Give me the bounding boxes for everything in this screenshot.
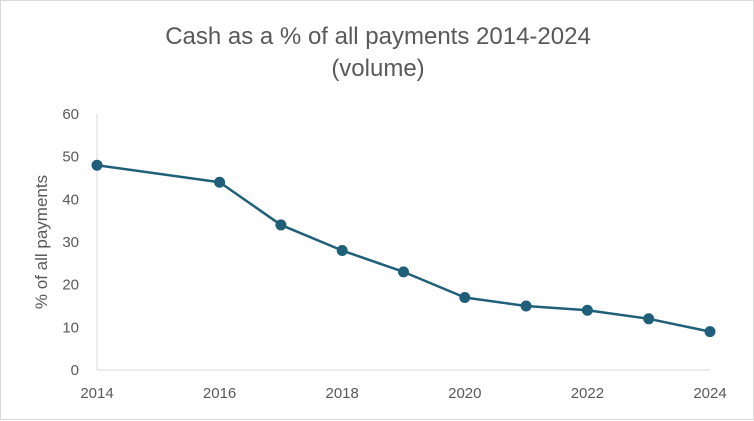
data-point	[214, 176, 226, 188]
series-group	[91, 159, 716, 338]
y-tick-label: 0	[71, 362, 79, 379]
data-point	[398, 266, 409, 278]
chart-title-line-2: (volume)	[331, 55, 425, 82]
data-point	[520, 300, 532, 312]
x-axis: 2014 2016 2018 2020 2022 2024	[80, 369, 727, 402]
data-point	[336, 245, 348, 257]
y-axis: 0 10 20 30 40 50 60	[62, 106, 98, 379]
y-tick-label: 20	[62, 277, 79, 294]
x-tick-label: 2016	[203, 385, 236, 402]
data-point	[91, 159, 103, 171]
y-tick-label: 40	[62, 191, 79, 208]
data-point	[275, 219, 287, 231]
x-tick-label: 2020	[448, 385, 481, 402]
y-tick-label: 10	[62, 319, 79, 336]
x-tick-label: 2014	[80, 385, 113, 402]
data-point	[643, 313, 655, 325]
data-point	[581, 304, 593, 316]
chart-title: Cash as a % of all payments 2014-2024 (v…	[1, 21, 754, 85]
data-point	[704, 326, 716, 338]
y-tick-label: 50	[62, 149, 79, 166]
x-tick-label: 2018	[326, 385, 359, 402]
series-line	[96, 163, 711, 333]
x-tick-label: 2024	[693, 385, 726, 402]
data-point	[459, 291, 471, 303]
y-tick-label: 60	[62, 106, 79, 123]
x-tick-label: 2022	[571, 385, 604, 402]
y-axis-title: % of all payments	[32, 175, 51, 309]
chart-title-line-1: Cash as a % of all payments 2014-2024	[165, 23, 591, 50]
y-tick-label: 30	[62, 234, 79, 251]
